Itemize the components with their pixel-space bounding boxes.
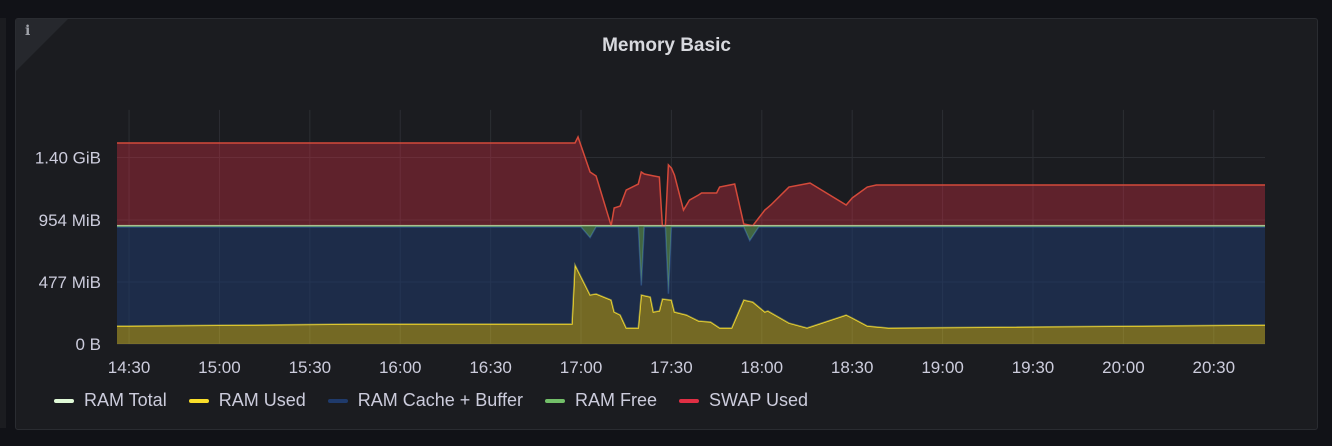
legend-label: RAM Used [218,390,306,410]
y-tick-label: 954 MiB [39,211,101,230]
ram-cache-buffer-area [117,226,1265,329]
legend-swatch [327,398,348,403]
x-tick-label: 17:00 [560,358,603,377]
ram-cache-buffer-line [117,226,1265,294]
x-tick-label: 20:00 [1102,358,1145,377]
legend-swatch [679,398,699,403]
legend-label: RAM Cache + Buffer [357,390,523,410]
y-tick-label: 477 MiB [39,273,101,292]
info-icon[interactable]: i [25,23,31,39]
legend-item-ram-used[interactable]: RAM Used [188,390,306,411]
x-tick-label: 17:30 [650,358,693,377]
ram-used-line [116,262,1266,329]
x-tick-label: 18:00 [741,358,784,377]
x-tick-label: 16:30 [469,358,512,377]
adjacent-panel-edge [0,18,6,428]
x-tick-label: 19:30 [1012,358,1055,377]
legend-item-swap-used[interactable]: SWAP Used [679,390,808,411]
legend-item-ram-cache-buffer[interactable]: RAM Cache + Buffer [327,390,523,411]
x-tick-label: 15:00 [198,358,241,377]
legend-label: RAM Free [574,390,657,410]
x-tick-label: 16:00 [379,358,422,377]
x-tick-label: 15:30 [289,358,332,377]
y-tick-label: 0 B [75,335,101,354]
swap-used-line [117,135,1265,227]
legend-item-ram-total[interactable]: RAM Total [54,390,167,411]
panel-title[interactable]: Memory Basic [602,35,731,56]
x-tick-label: 14:30 [108,358,151,377]
legend-item-ram-free[interactable]: RAM Free [544,390,657,411]
swap-used-area [117,136,1265,226]
x-tick-label: 19:00 [921,358,964,377]
x-tick-label: 18:30 [831,358,874,377]
memory-basic-panel: i Memory Basic [15,18,1318,430]
y-tick-label: 1.40 GiB [35,149,101,168]
legend-label: RAM Total [84,390,167,410]
legend: RAM Total RAM Used RAM Cache + Buffer RA… [54,390,808,411]
panel-info-corner[interactable] [16,19,68,71]
legend-label: SWAP Used [709,390,809,410]
legend-swatch [544,398,565,403]
x-tick-label: 20:30 [1193,358,1236,377]
legend-swatch [54,398,74,403]
legend-swatch [188,398,209,403]
